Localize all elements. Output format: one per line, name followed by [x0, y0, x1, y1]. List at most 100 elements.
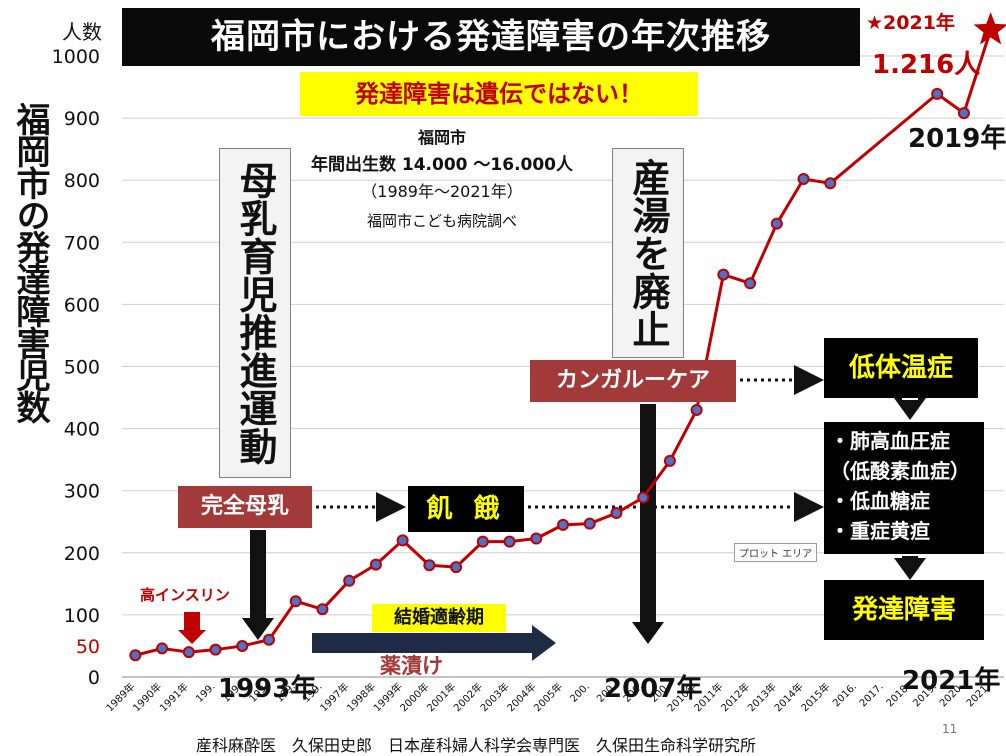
y-tick-label: 500 — [64, 357, 100, 379]
x-tick-label: 2014年 — [771, 680, 805, 714]
data-point — [316, 603, 329, 616]
data-point — [476, 535, 489, 548]
peak-year-note: ★2021年 — [866, 12, 955, 34]
data-point — [583, 517, 596, 530]
data-point — [503, 535, 516, 548]
y-tick-label: 1000 — [52, 46, 100, 68]
x-tick-label: 2013年 — [745, 680, 779, 714]
x-tick-label: 1991年 — [157, 680, 191, 714]
y-axis-title: 福岡市の発達障害児数 — [10, 102, 50, 422]
data-point — [824, 177, 837, 190]
condition-item: ・重症黄疸 — [830, 519, 930, 543]
y-tick-label-highlight: 50 — [76, 636, 100, 658]
x-tick-label: 1999年 — [370, 680, 404, 714]
data-point — [263, 633, 275, 646]
data-point — [343, 574, 356, 587]
data-point — [450, 561, 463, 574]
x-tick-label: 2017. — [858, 681, 886, 709]
data-point — [557, 518, 569, 531]
peak-count-note: 1.216人 — [872, 50, 981, 80]
y-tick-label: 900 — [64, 108, 100, 130]
y-tick-label: 0 — [88, 667, 100, 689]
arrow-down-2007 — [632, 404, 664, 644]
data-point — [744, 277, 757, 290]
x-tick-label: 2004年 — [504, 680, 538, 714]
label-year-2019: 2019年 — [908, 124, 1006, 154]
data-point-star — [973, 12, 1006, 45]
y-tick-label: 200 — [64, 543, 100, 565]
x-tick-label: 2012年 — [718, 680, 752, 714]
condition-item: ・肺高血圧症 — [830, 429, 950, 453]
label-year-2021: 2021年 — [902, 666, 1001, 696]
x-tick-label: 1998年 — [344, 680, 378, 714]
arrow-high-insulin — [178, 612, 206, 644]
y-tick-label: 300 — [64, 481, 100, 503]
y-tick-label: 800 — [64, 170, 100, 192]
x-tick-label: 199. — [194, 681, 218, 705]
label-drug-dependence: 薬漬け — [380, 654, 443, 678]
data-point — [530, 532, 543, 545]
data-point — [717, 268, 730, 281]
x-tick-label: 1990年 — [130, 680, 164, 714]
data-point — [236, 639, 249, 652]
data-point — [182, 646, 195, 659]
info-source: 福岡市こども病院調べ — [366, 212, 517, 230]
y-tick-label: 400 — [64, 419, 100, 441]
data-point — [770, 217, 783, 230]
x-tick-label: 1997年 — [317, 680, 351, 714]
data-point — [396, 534, 409, 547]
arrow-down-conditions — [894, 556, 926, 580]
label-hunger: 飢 餓 — [408, 486, 524, 532]
label-high-insulin: 高インスリン — [140, 586, 230, 604]
data-point — [797, 172, 810, 185]
label-hypothermia: 低体温症 — [824, 338, 978, 398]
data-point — [129, 649, 142, 662]
x-tick-label: 2000年 — [397, 680, 431, 714]
info-period: （1989年～2021年） — [361, 182, 523, 201]
data-point — [931, 87, 944, 100]
data-point — [637, 491, 650, 504]
y-tick-label: 700 — [64, 232, 100, 254]
arrow-down-1993 — [242, 530, 274, 640]
condition-item: （低酸素血症） — [830, 459, 970, 483]
arrow-drug-dependence — [312, 625, 556, 661]
data-point — [289, 595, 302, 608]
data-point — [369, 558, 382, 571]
x-tick-label: 2002年 — [451, 680, 485, 714]
info-city: 福岡市 — [417, 128, 466, 147]
data-point — [209, 643, 222, 656]
data-point — [690, 403, 703, 416]
x-tick-label: 2005年 — [531, 680, 565, 714]
x-tick-label: 1989年 — [103, 680, 137, 714]
y-tick-label: 100 — [64, 605, 100, 627]
x-tick-label: 2003年 — [477, 680, 511, 714]
plot-area-tag: プロット エリア — [734, 543, 818, 562]
data-point — [423, 559, 436, 572]
x-tick-label: 2015年 — [798, 680, 832, 714]
label-kangaroo-care: カンガルーケア — [530, 360, 736, 402]
label-bath-abolished: 産湯を廃止 — [612, 148, 684, 358]
arrow-down-hypothermia — [894, 398, 926, 420]
x-tick-label: 2001年 — [424, 680, 458, 714]
data-point — [610, 507, 623, 520]
condition-item: ・低血糖症 — [830, 489, 930, 513]
data-point — [663, 454, 676, 467]
x-tick-label: 200. — [568, 681, 592, 705]
conditions-list: ・肺高血圧症 （低酸素血症） ・低血糖症 ・重症黄疸 — [824, 422, 984, 554]
label-developmental-disorder: 発達障害 — [824, 580, 984, 640]
label-year-2007: 2007年 — [604, 674, 703, 704]
info-births: 年間出生数 14.000 ～16.000人 — [310, 155, 574, 175]
credit-line: 産科麻酔医 久保田史郎 日本産科婦人科学会専門医 久保田生命科学研究所 — [196, 736, 757, 755]
page-number: 11 — [942, 722, 958, 736]
chart-title: 福岡市における発達障害の年次推移 — [122, 8, 860, 66]
label-breastfeeding-campaign: 母乳育児推進運動 — [219, 148, 291, 478]
y-tick-label: 600 — [64, 294, 100, 316]
x-tick-label: 2016. — [831, 681, 859, 709]
label-year-1993: 1993年 — [218, 674, 317, 704]
label-full-breastfeeding: 完全母乳 — [178, 486, 312, 528]
data-point — [156, 642, 169, 655]
y-axis-unit: 人数 — [62, 20, 102, 44]
label-marriage-age: 結婚適齢期 — [372, 604, 506, 632]
